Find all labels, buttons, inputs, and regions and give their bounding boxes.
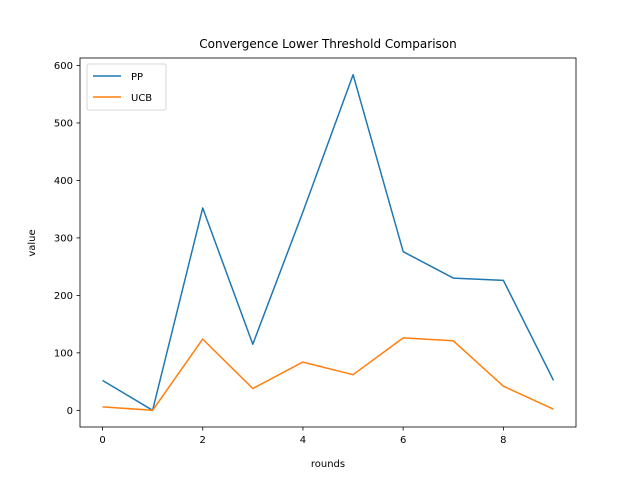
x-tick-label: 6 (400, 435, 406, 446)
x-tick-label: 0 (99, 435, 105, 446)
y-tick-label: 600 (54, 61, 73, 72)
x-tick-label: 8 (500, 435, 506, 446)
y-tick-label: 200 (54, 291, 73, 302)
y-tick-label: 500 (54, 118, 73, 129)
y-tick-label: 0 (67, 406, 73, 417)
y-tick-label: 400 (54, 176, 73, 187)
x-tick-label: 2 (200, 435, 206, 446)
x-tick-label: 4 (300, 435, 306, 446)
legend-label-ucb: UCB (131, 93, 152, 104)
chart-title: Convergence Lower Threshold Comparison (199, 37, 457, 51)
plot-frame (79, 57, 577, 428)
legend-box (86, 63, 167, 111)
y-tick-label: 100 (54, 348, 73, 359)
y-tick-label: 300 (54, 233, 73, 244)
series-line-ucb (102, 337, 554, 412)
series-line-pp (102, 73, 555, 412)
y-axis-label: value (27, 229, 38, 256)
plot-area: 0 2 4 6 8 0 100 200 300 400 500 600 PP UCB (54, 57, 577, 446)
legend-label-pp: PP (131, 72, 143, 83)
x-axis-label: rounds (311, 459, 345, 470)
